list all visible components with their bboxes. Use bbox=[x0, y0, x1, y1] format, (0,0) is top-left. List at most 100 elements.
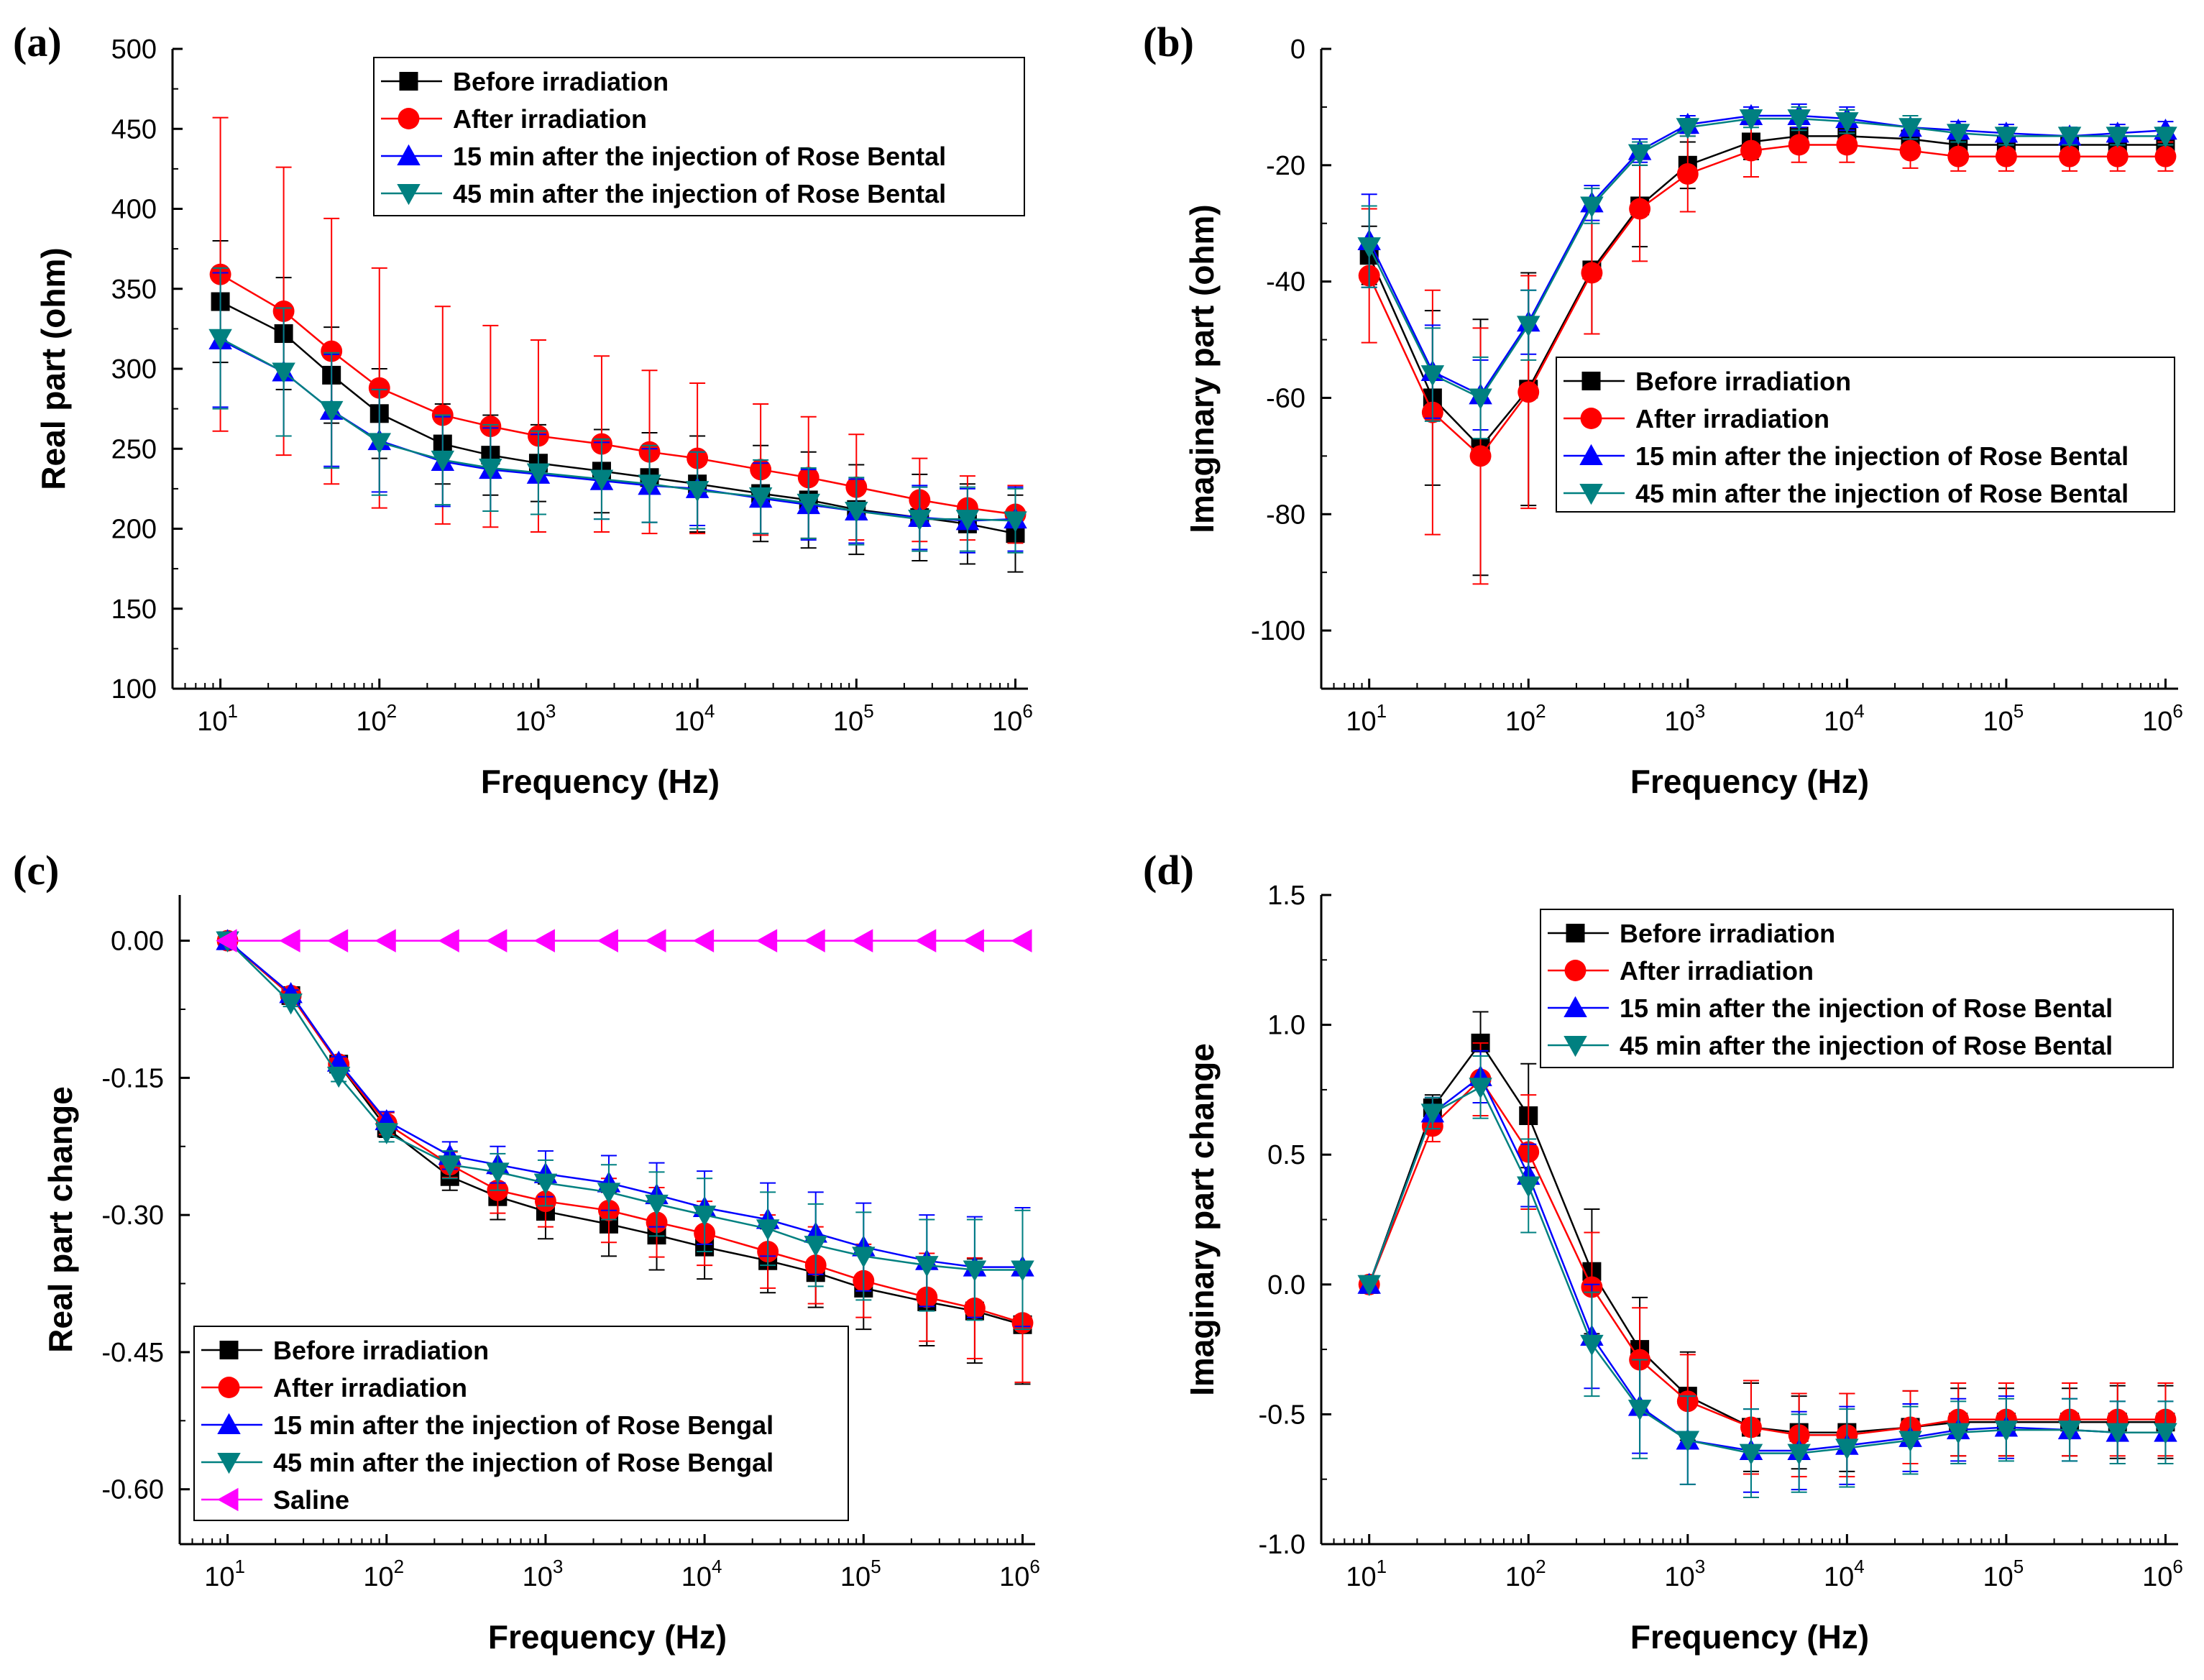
y-tick-label: 0.5 bbox=[1267, 1140, 1305, 1170]
series-4 bbox=[216, 929, 1032, 953]
data-point bbox=[1899, 139, 1921, 162]
data-point bbox=[2057, 1420, 2082, 1442]
y-tick-label: 300 bbox=[111, 354, 157, 385]
series-line bbox=[226, 940, 1023, 1271]
x-tick-base: 10 bbox=[840, 1562, 871, 1592]
legend-marker bbox=[217, 1413, 241, 1434]
x-tick-base: 10 bbox=[1346, 707, 1376, 737]
x-tick-base: 10 bbox=[1664, 707, 1694, 737]
legend-marker bbox=[398, 108, 420, 129]
x-tick-label: 102 bbox=[363, 1556, 404, 1592]
x-tick-base: 10 bbox=[2142, 707, 2172, 737]
data-point bbox=[533, 1173, 558, 1195]
x-tick-base: 10 bbox=[1983, 1562, 2014, 1592]
legend-entry: After irradiation bbox=[1620, 956, 1814, 986]
y-tick-label: -0.15 bbox=[101, 1063, 164, 1093]
data-point bbox=[438, 929, 459, 953]
x-tick-label: 104 bbox=[681, 1556, 722, 1592]
data-point bbox=[756, 1219, 780, 1241]
data-point bbox=[1516, 316, 1540, 337]
series-line bbox=[1368, 135, 2166, 449]
data-point bbox=[272, 362, 295, 384]
data-point bbox=[526, 463, 551, 485]
data-point bbox=[685, 481, 710, 502]
data-point bbox=[597, 929, 618, 953]
y-tick-label: -100 bbox=[1251, 616, 1305, 646]
y-axis-title: Imaginary part change bbox=[1183, 1043, 1221, 1396]
y-tick-label: -40 bbox=[1266, 267, 1305, 298]
data-point bbox=[589, 469, 614, 491]
x-tick-base: 10 bbox=[515, 707, 546, 737]
x-tick-exponent: 5 bbox=[871, 1556, 881, 1577]
y-tick-label: -20 bbox=[1266, 151, 1305, 181]
x-tick-exponent: 5 bbox=[2014, 1556, 2024, 1577]
data-point bbox=[852, 1247, 876, 1268]
data-point bbox=[438, 1155, 462, 1177]
data-point bbox=[1581, 262, 1603, 284]
x-tick-base: 10 bbox=[1824, 707, 1854, 737]
data-point bbox=[1676, 118, 1700, 139]
data-point bbox=[1898, 118, 1922, 139]
x-tick-label: 101 bbox=[197, 700, 238, 737]
data-point bbox=[375, 1123, 399, 1144]
data-point bbox=[804, 1236, 827, 1257]
y-tick-label: -80 bbox=[1266, 500, 1305, 530]
x-tick-base: 10 bbox=[1346, 1562, 1376, 1592]
y-tick-label: -0.5 bbox=[1259, 1400, 1305, 1430]
x-tick-exponent: 4 bbox=[712, 1556, 722, 1577]
data-point bbox=[692, 1206, 717, 1227]
legend-entry: 15 min after the injection of Rose Benta… bbox=[453, 142, 946, 171]
data-point bbox=[1898, 1431, 1922, 1452]
data-point bbox=[326, 929, 349, 953]
legend-entry: After irradiation bbox=[1635, 404, 1829, 433]
x-tick-base: 10 bbox=[523, 1562, 553, 1592]
data-point bbox=[1420, 1103, 1445, 1125]
legend-marker bbox=[1581, 372, 1601, 390]
x-tick-base: 10 bbox=[1983, 707, 2014, 737]
x-tick-label: 103 bbox=[515, 700, 556, 737]
x-tick-label: 106 bbox=[992, 700, 1033, 737]
legend-entry: 15 min after the injection of Rose Benta… bbox=[1635, 441, 2129, 471]
legend-entry: After irradiation bbox=[453, 104, 647, 134]
legend-marker bbox=[219, 1341, 239, 1359]
data-point bbox=[479, 458, 502, 480]
x-tick-base: 10 bbox=[681, 1562, 712, 1592]
data-point bbox=[1995, 145, 2017, 167]
y-tick-label: -0.60 bbox=[101, 1475, 164, 1505]
legend-entry: Before irradiation bbox=[1635, 367, 1851, 396]
panel-label: (d) bbox=[1143, 847, 1194, 894]
x-tick-label: 103 bbox=[1664, 1556, 1705, 1592]
legend-entry: 45 min after the injection of Rose Benta… bbox=[453, 179, 946, 208]
panel-label: (a) bbox=[13, 19, 62, 65]
series-line bbox=[1368, 1075, 2166, 1452]
data-point bbox=[1946, 124, 1970, 145]
legend-entry: Saline bbox=[273, 1485, 349, 1515]
data-point bbox=[1739, 1443, 1763, 1465]
legend-entry: Before irradiation bbox=[273, 1336, 489, 1365]
x-tick-base: 10 bbox=[1824, 1562, 1854, 1592]
x-tick-label: 102 bbox=[1505, 1556, 1546, 1592]
x-tick-exponent: 2 bbox=[1535, 1556, 1546, 1577]
legend-marker bbox=[1579, 484, 1603, 505]
series-line bbox=[1368, 144, 2166, 458]
x-tick-exponent: 4 bbox=[704, 700, 715, 722]
data-point bbox=[431, 450, 455, 472]
legend-entry: After irradiation bbox=[273, 1373, 467, 1403]
data-point bbox=[645, 929, 666, 953]
data-point bbox=[1627, 144, 1652, 165]
x-tick-exponent: 1 bbox=[227, 700, 237, 722]
legend-marker bbox=[1579, 444, 1603, 465]
x-tick-label: 105 bbox=[1983, 1556, 2024, 1592]
x-tick-exponent: 2 bbox=[1535, 700, 1546, 722]
data-point bbox=[1836, 134, 1858, 156]
data-point bbox=[908, 510, 932, 531]
series-line bbox=[219, 273, 1016, 515]
series-line bbox=[1368, 114, 2166, 397]
data-point bbox=[2106, 127, 2130, 148]
legend-marker bbox=[1564, 960, 1587, 981]
x-tick-base: 10 bbox=[1505, 707, 1535, 737]
legend-marker bbox=[1564, 1036, 1587, 1057]
